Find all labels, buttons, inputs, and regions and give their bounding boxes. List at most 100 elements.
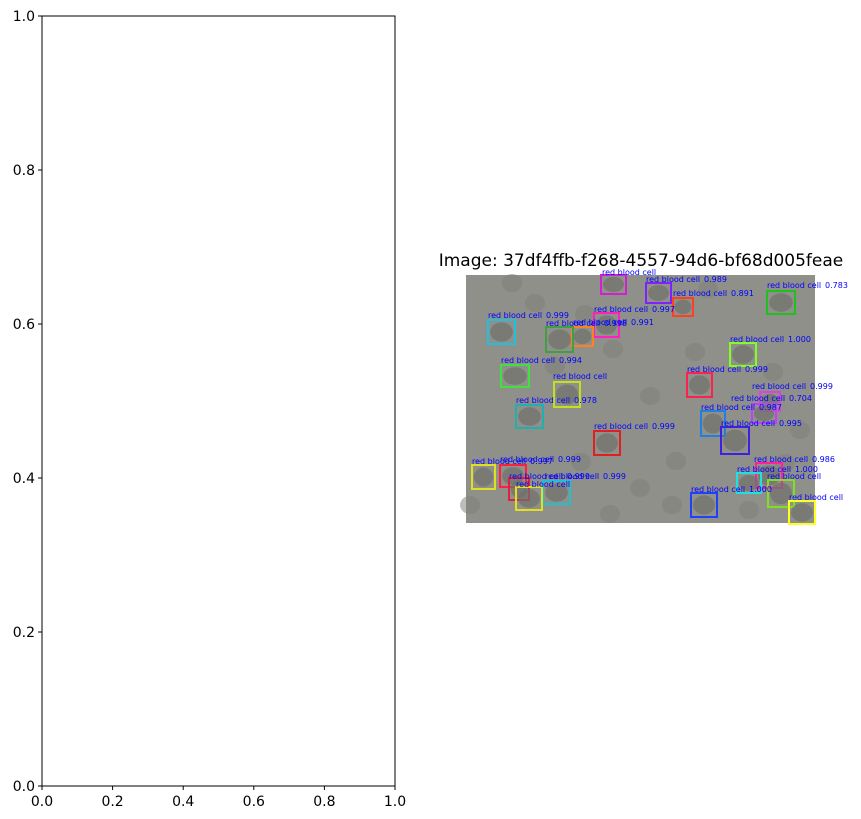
detection-label: red blood cell [673, 289, 727, 298]
cell-blob [460, 496, 480, 514]
detection-score: 0.986 [812, 455, 835, 464]
detection-label: red blood cell [730, 335, 784, 344]
red-blood-cell [573, 328, 592, 345]
x-tick-label: 1.0 [384, 794, 406, 810]
detection-score: 0.989 [704, 275, 727, 284]
y-tick-label: 1.0 [13, 9, 35, 25]
red-blood-cell [702, 413, 724, 434]
detection-13: red blood cell 0.704 [731, 394, 812, 424]
red-blood-cell [556, 384, 578, 405]
empty-axes: 0.0 0.2 0.4 0.6 0.8 1.0 0.0 0.2 0.4 0.6 0.8 1.0 [13, 9, 406, 810]
detection-3: red blood cell 0.783 [766, 281, 848, 315]
bounding-box [545, 326, 574, 353]
bounding-box [767, 479, 795, 508]
cell-blob [662, 496, 682, 514]
cell-blob [545, 357, 565, 375]
cell-blob [571, 453, 591, 471]
x-axis-ticks: 0.0 0.2 0.4 0.6 0.8 1.0 [31, 786, 406, 810]
detection-score: 0.991 [631, 318, 654, 327]
detection-label: red blood cell [767, 281, 821, 290]
detection-22: red blood cell 1.000 [736, 465, 818, 494]
bounding-box [788, 500, 816, 525]
y-tick-label: 0.8 [13, 163, 35, 179]
detection-label: red blood cell [767, 472, 821, 481]
red-blood-cell [548, 329, 571, 350]
detection-10: red blood cell [553, 372, 607, 408]
cell-blob [790, 421, 810, 439]
detection-label: red blood cell [721, 419, 775, 428]
detection-label: red blood cell [516, 396, 570, 405]
detection-label: red blood cell [594, 422, 648, 431]
detection-score: 0.999 [567, 472, 590, 481]
red-blood-cell [674, 299, 692, 315]
detection-label: red blood cell [500, 455, 554, 464]
image-panel: Image: 37df4ffb-f268-4557-94d6-bf68d005f… [439, 251, 848, 525]
y-tick-label: 0.4 [13, 471, 35, 487]
detection-label: red blood cell [737, 465, 791, 474]
red-blood-cell [753, 405, 775, 422]
background-cells [460, 274, 810, 523]
red-blood-cell [603, 276, 624, 293]
detection-label: red blood cell [701, 403, 755, 412]
detection-score: 1.000 [749, 485, 772, 494]
x-tick-label: 0.6 [243, 794, 265, 810]
detection-score: 1.000 [788, 335, 811, 344]
red-blood-cell [648, 285, 669, 301]
detection-label: red blood cell [752, 382, 806, 391]
detection-label: red blood cell [573, 318, 627, 327]
bounding-box [553, 381, 581, 408]
detection-27: red blood cell [515, 480, 570, 511]
detection-label: red blood cell [691, 485, 745, 494]
image-title: Image: 37df4ffb-f268-4557-94d6-bf68d005f… [439, 251, 844, 271]
cell-blob [575, 305, 595, 323]
x-tick-label: 0.4 [172, 794, 194, 810]
detection-score: 0.999 [603, 472, 626, 481]
red-blood-cell [473, 467, 494, 487]
detection-8: red blood cell 1.000 [729, 335, 811, 367]
cell-blob [775, 454, 795, 472]
cell-blob [525, 294, 545, 312]
bounding-box [593, 312, 620, 338]
red-blood-cell [518, 489, 540, 508]
detection-16: red blood cell 0.995 [720, 419, 802, 455]
detection-score: 0.999 [652, 422, 675, 431]
detection-score: 0.783 [825, 281, 848, 290]
detection-score: 0.997 [652, 305, 675, 314]
x-tick-label: 0.2 [101, 794, 123, 810]
detection-label: red blood cell [516, 480, 570, 489]
red-blood-cell [769, 293, 793, 312]
bounding-box [515, 486, 543, 511]
cell-blob [600, 505, 620, 523]
bounding-box [515, 404, 544, 429]
red-blood-cell [689, 375, 710, 395]
bounding-box [686, 372, 713, 398]
detection-score: 0.987 [759, 403, 782, 412]
red-blood-cell [761, 393, 779, 410]
detection-score: 0.994 [559, 356, 582, 365]
detection-score: 1.000 [795, 465, 818, 474]
red-blood-cell [490, 322, 513, 342]
detection-score: 0.999 [546, 311, 569, 320]
cell-blob [603, 340, 623, 358]
detection-9: red blood cell 0.994 [500, 356, 582, 388]
bounding-box [766, 290, 796, 315]
detection-score: 0.978 [574, 396, 597, 405]
red-blood-cell [596, 433, 618, 453]
bounding-box [500, 364, 530, 388]
bounding-box [672, 297, 694, 317]
x-tick-label: 0.0 [31, 794, 53, 810]
y-axis-ticks: 0.0 0.2 0.4 0.6 0.8 1.0 [13, 9, 42, 795]
detection-14: red blood cell 0.978 [515, 396, 597, 429]
detection-0: red blood cell [600, 268, 656, 295]
red-blood-cell [732, 345, 754, 364]
detection-label: red blood cell [553, 372, 607, 381]
detection-label: red blood cell [687, 365, 741, 374]
bounding-box [751, 403, 777, 424]
detection-label: red blood cell [602, 268, 656, 277]
y-tick-label: 0.2 [13, 625, 35, 641]
red-blood-cell [693, 495, 715, 515]
detection-label: red blood cell [501, 356, 555, 365]
detection-label: red blood cell [754, 455, 808, 464]
